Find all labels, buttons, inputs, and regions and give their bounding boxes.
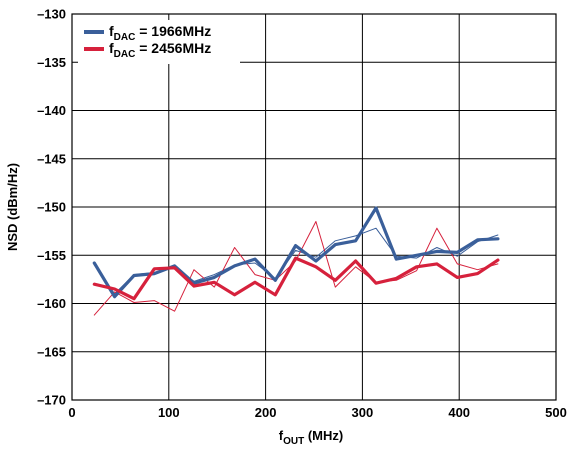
x-tick-label: 200: [255, 405, 277, 420]
y-tick-label: –135: [37, 55, 66, 70]
x-tick-label: 300: [352, 405, 374, 420]
y-tick-label: –140: [37, 103, 66, 118]
x-axis-title-sub: OUT: [283, 436, 304, 447]
y-axis-title: NSD (dBm/Hz): [5, 163, 20, 251]
y-tick-label: –150: [37, 200, 66, 215]
x-axis-title-rest: (MHz): [304, 428, 343, 443]
series-line-0: [92, 206, 500, 299]
tick-labels: 0 100 200 300 400 500 –130 –135 –140 –145 –150 –155…: [37, 7, 567, 421]
series-group: [92, 206, 500, 316]
y-tick-label: –145: [37, 151, 66, 166]
x-tick-label: 500: [545, 405, 567, 420]
x-tick-label: 100: [158, 405, 180, 420]
y-tick-label: –155: [37, 248, 66, 263]
x-tick-label: 400: [448, 405, 470, 420]
legend-background: [78, 20, 240, 64]
plot-frame: [71, 13, 557, 401]
x-tick-label: 0: [68, 405, 75, 420]
grid: [72, 14, 556, 400]
y-tick-label: –160: [37, 296, 66, 311]
x-axis-title-main: f: [279, 428, 284, 443]
series-line-2: [92, 256, 500, 301]
legend-entry-2: fDAC = 2456MHz: [109, 40, 211, 60]
legend-entry-0: fDAC = 1966MHz: [109, 23, 211, 43]
y-tick-label: –165: [37, 344, 66, 359]
y-tick-label: –130: [37, 7, 66, 22]
x-axis-title: fOUT (MHz): [279, 428, 343, 447]
y-tick-label: –170: [37, 393, 66, 408]
